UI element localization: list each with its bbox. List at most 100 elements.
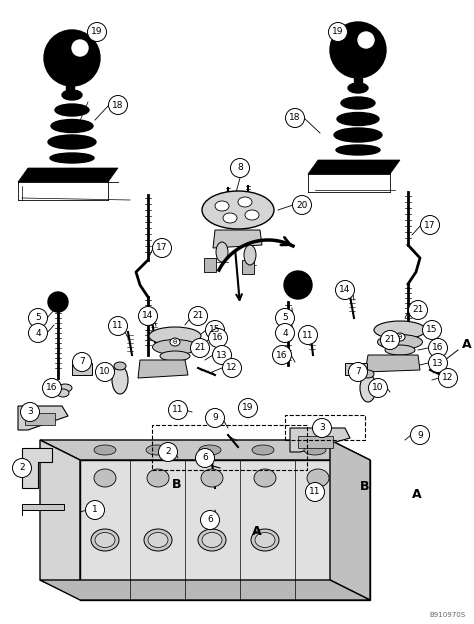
Circle shape	[230, 158, 249, 177]
Ellipse shape	[144, 529, 172, 551]
Ellipse shape	[94, 445, 116, 455]
Circle shape	[358, 32, 374, 48]
Bar	[204, 258, 216, 272]
Ellipse shape	[26, 409, 34, 415]
Circle shape	[336, 281, 355, 300]
Polygon shape	[40, 440, 80, 598]
Text: 18: 18	[112, 100, 124, 109]
Ellipse shape	[223, 213, 237, 223]
Text: 6: 6	[202, 454, 208, 462]
Circle shape	[195, 449, 215, 467]
Polygon shape	[138, 360, 188, 378]
Ellipse shape	[153, 339, 198, 354]
Text: 12: 12	[442, 374, 454, 383]
Circle shape	[158, 442, 177, 462]
Ellipse shape	[307, 469, 329, 487]
Bar	[242, 260, 254, 274]
Circle shape	[292, 195, 311, 215]
Circle shape	[312, 419, 331, 437]
Circle shape	[28, 308, 47, 328]
Bar	[354, 78, 362, 88]
Text: A: A	[462, 338, 472, 351]
Circle shape	[72, 40, 88, 56]
Ellipse shape	[252, 445, 274, 455]
Circle shape	[273, 346, 292, 364]
Circle shape	[238, 399, 257, 417]
Circle shape	[12, 459, 31, 477]
Text: 11: 11	[112, 321, 124, 331]
Text: 17: 17	[424, 220, 436, 230]
Ellipse shape	[199, 445, 221, 455]
Text: 12: 12	[226, 364, 237, 373]
Circle shape	[368, 379, 388, 397]
Circle shape	[209, 328, 228, 348]
Circle shape	[330, 22, 386, 78]
Circle shape	[28, 323, 47, 343]
Circle shape	[48, 292, 68, 312]
Text: 2: 2	[19, 464, 25, 472]
Circle shape	[275, 323, 294, 343]
Circle shape	[285, 109, 304, 127]
Ellipse shape	[149, 327, 201, 345]
Text: 8: 8	[237, 163, 243, 172]
Text: 18: 18	[289, 114, 301, 122]
Text: 15: 15	[426, 326, 438, 334]
Bar	[66, 85, 74, 95]
Ellipse shape	[341, 97, 375, 109]
Circle shape	[381, 331, 400, 349]
Text: B: B	[172, 478, 182, 491]
Polygon shape	[80, 460, 370, 600]
Text: 7: 7	[355, 368, 361, 376]
Text: 19: 19	[242, 404, 254, 412]
Circle shape	[85, 500, 104, 520]
Ellipse shape	[385, 345, 415, 355]
Text: 16: 16	[212, 333, 224, 343]
Ellipse shape	[334, 128, 382, 142]
Text: 10: 10	[372, 384, 384, 392]
Text: 14: 14	[142, 311, 154, 321]
Polygon shape	[213, 230, 262, 248]
Text: 9: 9	[417, 431, 423, 439]
Text: 6: 6	[207, 515, 213, 525]
Polygon shape	[290, 428, 350, 452]
Text: 5: 5	[35, 313, 41, 323]
Text: A: A	[412, 488, 422, 501]
Ellipse shape	[254, 469, 276, 487]
Ellipse shape	[48, 135, 96, 149]
Text: θ: θ	[398, 334, 402, 340]
Ellipse shape	[377, 334, 422, 349]
Polygon shape	[330, 440, 370, 600]
Bar	[285, 415, 365, 440]
Text: 21: 21	[192, 311, 204, 321]
Ellipse shape	[50, 153, 94, 163]
Ellipse shape	[95, 532, 115, 547]
Text: θ: θ	[173, 339, 177, 345]
Circle shape	[168, 401, 188, 419]
Text: 2: 2	[165, 447, 171, 457]
Circle shape	[410, 426, 429, 444]
Text: 9: 9	[212, 414, 218, 422]
Ellipse shape	[336, 145, 380, 155]
Polygon shape	[308, 160, 400, 174]
Circle shape	[438, 369, 457, 388]
Ellipse shape	[308, 488, 322, 496]
Ellipse shape	[148, 532, 168, 547]
Ellipse shape	[395, 333, 405, 341]
Text: 4: 4	[35, 328, 41, 338]
Ellipse shape	[337, 112, 379, 125]
Ellipse shape	[170, 338, 180, 346]
Text: 16: 16	[432, 343, 444, 353]
Text: B: B	[360, 480, 370, 493]
Ellipse shape	[201, 469, 223, 487]
Text: 11: 11	[302, 331, 314, 339]
Text: 3: 3	[319, 424, 325, 432]
Ellipse shape	[112, 366, 128, 394]
Ellipse shape	[255, 532, 275, 547]
Circle shape	[428, 338, 447, 358]
Text: 21: 21	[384, 336, 396, 344]
Circle shape	[275, 308, 294, 328]
Polygon shape	[22, 448, 52, 488]
Circle shape	[328, 22, 347, 42]
Circle shape	[222, 359, 241, 378]
Circle shape	[138, 306, 157, 326]
